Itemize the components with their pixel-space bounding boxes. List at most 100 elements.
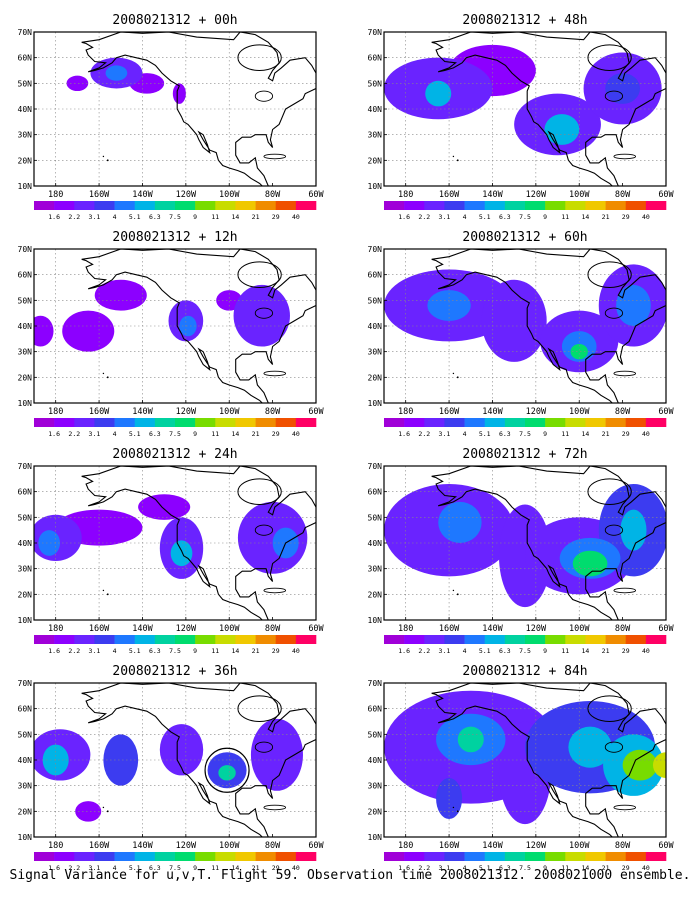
variance-field <box>384 690 666 825</box>
y-tick-label: 30N <box>18 131 33 140</box>
x-tick-label: 80W <box>615 841 631 851</box>
y-tick-label: 10N <box>18 182 33 191</box>
y-tick-label: 30N <box>368 565 383 574</box>
panel-title: 2008021312 + 48h <box>462 13 587 28</box>
y-tick-label: 60N <box>368 488 383 497</box>
colorbar-label: 6.3 <box>149 864 161 872</box>
variance-contour <box>570 343 588 360</box>
colorbar-label: 40 <box>642 430 650 438</box>
colorbar-label: 21 <box>252 647 260 655</box>
y-tick-label: 50N <box>18 296 33 305</box>
colorbar-label: 11 <box>561 430 569 438</box>
colorbar-label: 2.2 <box>68 213 80 221</box>
colorbar-swatch <box>404 418 425 427</box>
panel-title: 2008021312 + 12h <box>112 230 237 245</box>
map-panel: 2008021312 + 12h 10N 20N 30N 40N 50N 60N 70N 180… <box>18 230 325 438</box>
colorbar-label: 9 <box>193 213 197 221</box>
x-tick-label: 120W <box>526 624 547 634</box>
colorbar-swatch <box>384 201 405 210</box>
coastline-west <box>431 692 613 837</box>
hudson-bay <box>237 695 282 723</box>
colorbar-swatch <box>504 635 526 644</box>
colorbar-label: 21 <box>252 213 260 221</box>
colorbar-label: 29 <box>622 864 630 872</box>
x-tick-label: 160W <box>89 407 110 417</box>
variance-field <box>34 279 290 352</box>
x-tick-label: 80W <box>265 407 281 417</box>
colorbar-label: 4 <box>463 647 467 655</box>
x-tick-label: 120W <box>526 407 547 417</box>
colorbar-swatch <box>645 635 667 644</box>
colorbar-swatch <box>504 852 526 861</box>
coastline-east <box>81 683 316 837</box>
hawaii-island <box>102 589 105 592</box>
y-tick-label: 50N <box>18 730 33 739</box>
cuba-island <box>263 804 287 811</box>
colorbar-label: 2.2 <box>418 213 430 221</box>
y-tick-label: 30N <box>368 348 383 357</box>
y-tick-label: 30N <box>368 782 383 791</box>
colorbar-label: 1.6 <box>48 213 60 221</box>
coastline-east <box>81 249 316 403</box>
x-tick-label: 120W <box>176 841 197 851</box>
colorbar-label: 14 <box>232 647 240 655</box>
colorbar-swatch <box>424 635 445 644</box>
variance-contour <box>62 310 115 352</box>
colorbar-label: 14 <box>582 430 590 438</box>
colorbar-swatch <box>424 852 445 861</box>
colorbar-label: 7.5 <box>169 213 181 221</box>
colorbar-swatch <box>255 635 277 644</box>
x-tick-label: 60W <box>658 407 674 417</box>
colorbar-swatch <box>625 418 647 427</box>
map-panel: 2008021312 + 60h 10N 20N 30N 40N 50N 60N 70N 180… <box>368 230 675 438</box>
variance-contour <box>179 315 197 337</box>
coastline <box>431 32 666 186</box>
variance-field <box>384 44 662 156</box>
great-lakes <box>254 307 274 319</box>
colorbar-label: 9 <box>193 430 197 438</box>
colorbar-label: 3.1 <box>439 864 451 872</box>
y-tick-label: 40N <box>18 105 33 114</box>
cuba-island <box>263 587 287 594</box>
variance-contour <box>481 279 547 362</box>
colorbar-label: 9 <box>193 864 197 872</box>
colorbar-swatch <box>175 201 196 210</box>
variance-contour <box>105 65 128 81</box>
colorbar-swatch <box>74 201 95 210</box>
colorbar-label: 3.1 <box>89 213 101 221</box>
colorbar-swatch <box>504 201 526 210</box>
colorbar-swatch <box>384 635 405 644</box>
y-tick-label: 30N <box>18 565 33 574</box>
colorbar-label: 11 <box>211 213 219 221</box>
variance-contour <box>159 724 204 776</box>
colorbar-label: 6.3 <box>149 647 161 655</box>
x-tick-label: 100W <box>569 190 590 200</box>
x-tick-label: 60W <box>658 624 674 634</box>
x-tick-label: 80W <box>265 190 281 200</box>
colorbar-swatch <box>565 852 586 861</box>
colorbar-swatch <box>605 852 627 861</box>
hawaii-island <box>106 376 109 379</box>
colorbar-swatch <box>235 418 256 427</box>
coastline-west <box>431 41 614 186</box>
colorbar-swatch <box>94 418 115 427</box>
colorbar-label: 4 <box>463 213 467 221</box>
colorbar-swatch <box>235 852 256 861</box>
map-panel: 2008021312 + 00h 10N 20N 30N 40N 50N 60N 70N 180… <box>18 13 325 221</box>
variance-contour <box>616 284 651 326</box>
map-panel: 2008021312 + 48h 10N 20N 30N 40N 50N 60N 70N 180… <box>368 13 675 221</box>
x-tick-label: 120W <box>526 190 547 200</box>
colorbar-label: 6.3 <box>499 647 511 655</box>
colorbar-swatch <box>134 635 156 644</box>
panel-title: 2008021312 + 36h <box>112 664 237 679</box>
colorbar-swatch <box>114 852 136 861</box>
hawaii-island <box>452 155 455 158</box>
great-lakes <box>604 90 624 102</box>
hawaii-island <box>106 593 109 596</box>
colorbar-label: 6.3 <box>499 213 511 221</box>
colorbar-label: 5.1 <box>479 864 491 872</box>
colorbar-swatch <box>585 852 606 861</box>
cuba-island <box>613 804 637 811</box>
colorbar-label: 14 <box>232 213 240 221</box>
coastline <box>431 249 666 403</box>
